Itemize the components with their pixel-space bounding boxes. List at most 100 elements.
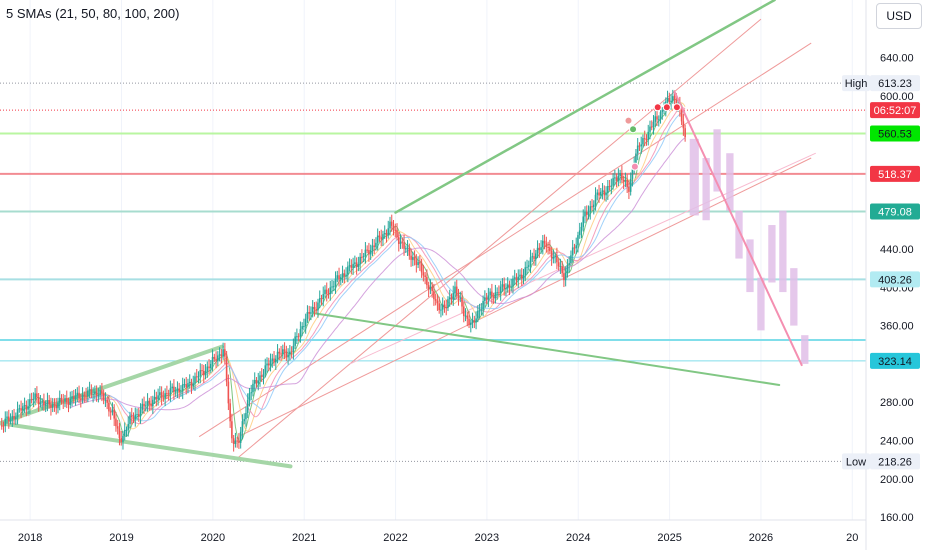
candle-body <box>13 415 15 419</box>
candle-body <box>123 429 126 436</box>
candle-body <box>464 315 467 317</box>
candle-body <box>577 235 579 246</box>
candle-body <box>34 393 36 399</box>
candle-body <box>680 109 683 122</box>
candle-body <box>130 415 133 418</box>
candle-body <box>173 386 175 393</box>
candle-body <box>18 408 21 410</box>
candle-body <box>95 391 98 396</box>
price-level-label: 408.26 <box>878 274 912 286</box>
candle-body <box>99 390 101 395</box>
signal-marker <box>630 162 639 171</box>
candle-body <box>125 429 128 431</box>
candle-body <box>559 266 562 268</box>
projection-bar <box>726 153 734 211</box>
candle-body <box>44 404 47 406</box>
candle-body <box>153 396 156 400</box>
price-axis-tick: 640.00 <box>880 52 914 64</box>
price-level-tag: Low <box>846 456 866 468</box>
price-level-tag-box <box>842 75 870 92</box>
candle-body <box>592 204 595 208</box>
sma-80-line <box>27 107 686 425</box>
candle-body <box>224 349 226 357</box>
candle-body <box>264 365 267 375</box>
candle-body <box>443 304 446 308</box>
candle-body <box>670 100 672 103</box>
price-axis-tick: 160.00 <box>880 512 914 524</box>
candle-body <box>408 247 411 256</box>
candle-body <box>132 417 135 420</box>
time-axis-tick: 2021 <box>292 532 316 544</box>
candle-body <box>324 289 326 295</box>
candle-body <box>51 404 54 408</box>
time-axis-tick: 2020 <box>201 532 225 544</box>
candle-body <box>656 116 658 120</box>
candle-body <box>535 253 537 260</box>
candle-body <box>376 235 379 243</box>
candle-body <box>183 384 186 386</box>
candle-body <box>101 390 103 394</box>
candle-body <box>30 399 33 401</box>
candle-body <box>285 351 288 358</box>
candle-body <box>373 245 375 247</box>
candle-body <box>631 169 634 179</box>
candle-body <box>246 400 249 413</box>
candle-body <box>575 245 578 249</box>
candle-body <box>394 229 397 231</box>
candle-body <box>160 392 163 398</box>
candle-body <box>174 391 177 393</box>
candle-body <box>654 116 657 122</box>
candle-body <box>188 381 191 384</box>
candle-body <box>157 395 159 400</box>
candle-body <box>484 297 486 302</box>
candle-body <box>508 284 511 288</box>
candle-body <box>650 126 653 128</box>
trendline <box>394 0 776 214</box>
candle-body <box>227 381 230 404</box>
candle-body <box>640 144 643 147</box>
candle-body <box>564 272 567 281</box>
candle-body <box>519 274 521 277</box>
candle-body <box>20 408 22 411</box>
candle-body <box>659 112 662 120</box>
candle-body <box>396 229 398 238</box>
candle-body <box>359 256 361 265</box>
candle-body <box>139 409 142 417</box>
candle-body <box>145 405 147 407</box>
candle-body <box>134 414 137 420</box>
candle-body <box>197 376 200 378</box>
candle-body <box>392 225 395 230</box>
candle-body <box>397 237 400 244</box>
candle-body <box>167 393 170 395</box>
candle-body <box>331 286 333 288</box>
candle-body <box>529 257 532 266</box>
candle-body <box>32 398 35 400</box>
currency-button[interactable]: USD <box>876 3 922 29</box>
candle-body <box>473 320 476 323</box>
candle-body <box>415 260 418 265</box>
candle-body <box>122 435 124 442</box>
indicator-legend-title[interactable]: 5 SMAs (21, 50, 80, 100, 200) <box>6 6 180 21</box>
candle-body <box>222 349 224 357</box>
candle-body <box>341 273 344 278</box>
candle-body <box>375 242 377 247</box>
candle-body <box>65 398 68 403</box>
candle-body <box>445 307 448 309</box>
time-axis[interactable]: 2018 2019 2020 2021 2022 2023 2024 2025 2026 20 <box>18 532 859 544</box>
candle-body <box>199 370 202 377</box>
time-axis-tick: 2025 <box>657 532 681 544</box>
candle-body <box>440 309 442 311</box>
projection-bar <box>790 268 798 326</box>
candle-body <box>275 358 277 363</box>
candle-body <box>626 179 628 187</box>
candle-body <box>41 401 43 403</box>
time-axis-tick: 2024 <box>566 532 590 544</box>
candle-body <box>195 376 198 378</box>
candle-body <box>450 297 453 300</box>
grid <box>29 0 853 520</box>
candle-body <box>109 411 112 413</box>
candle-body <box>276 351 279 359</box>
sma-200-line <box>70 137 686 411</box>
candle-body <box>113 409 115 419</box>
